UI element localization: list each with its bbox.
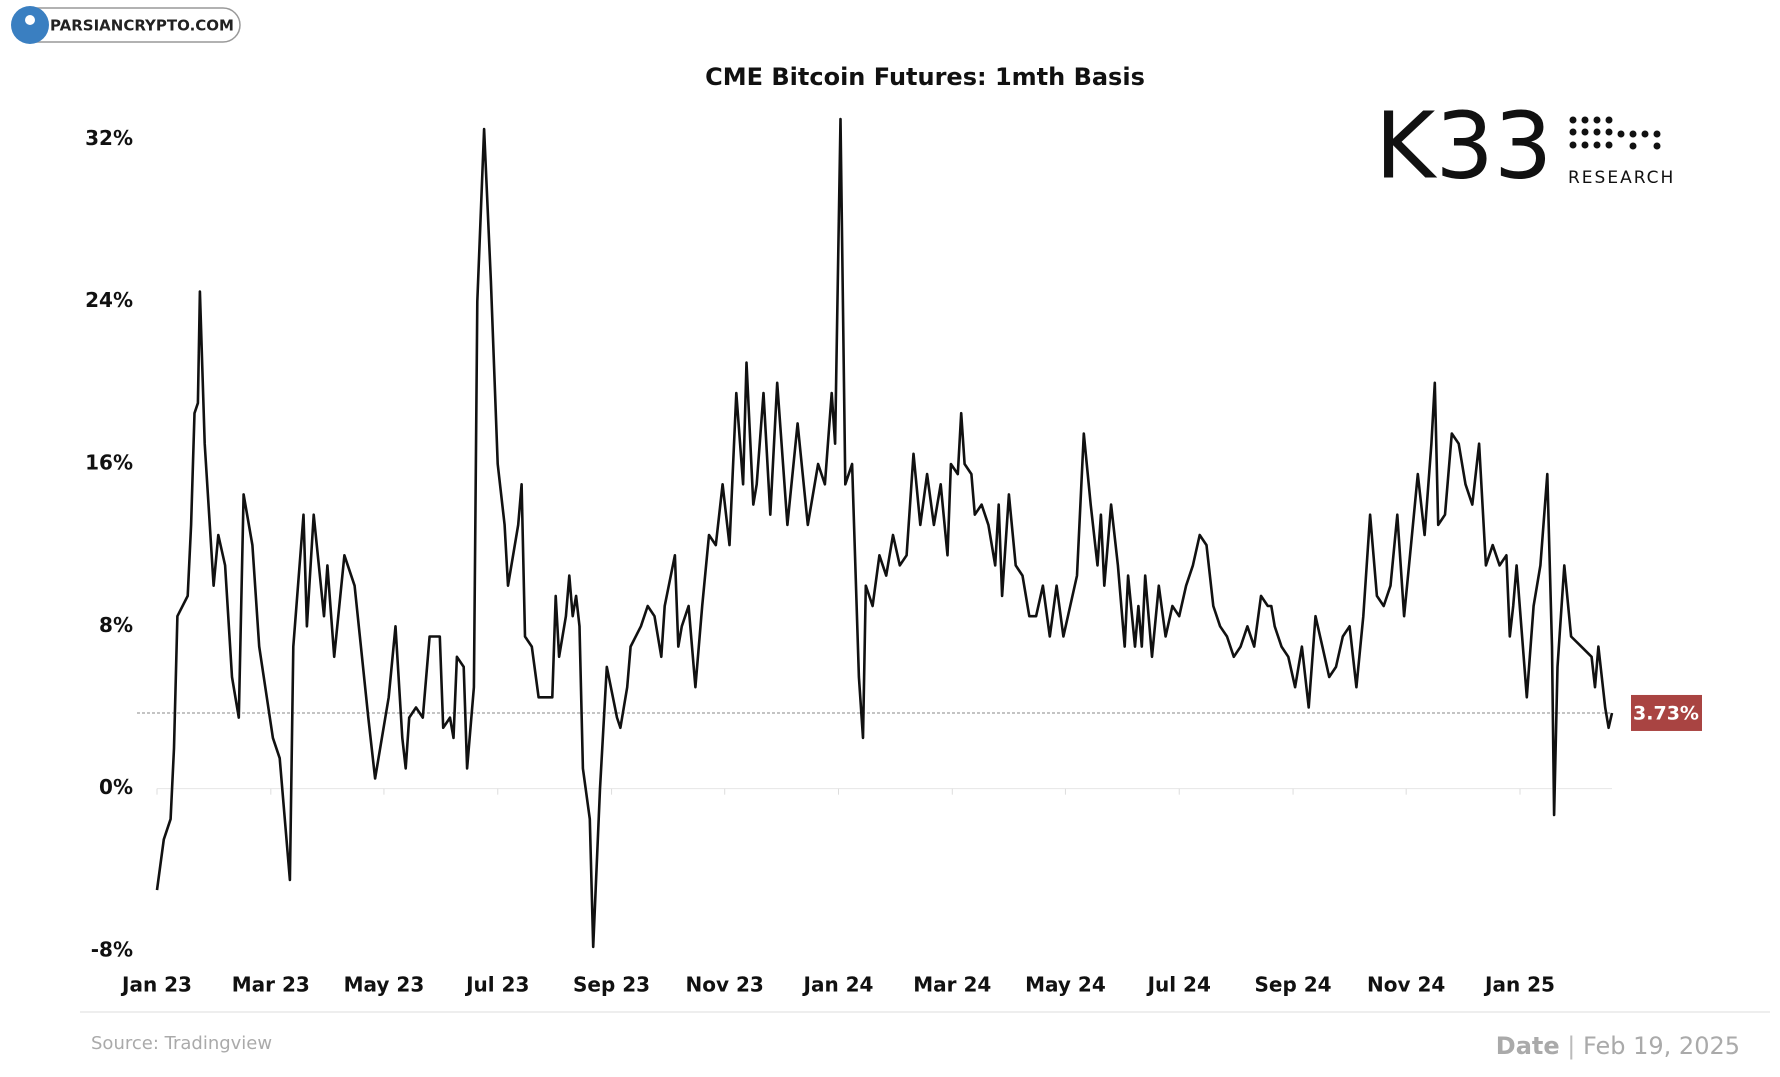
x-tick-label: Mar 24 — [913, 973, 991, 997]
watermark-text: PARSIANCRYPTO.COM — [50, 17, 234, 35]
x-tick-label: Jan 25 — [1483, 973, 1555, 997]
plot-area: -8% 0% 8% 16% 24% 32% Jan 23 Mar 23 May 23 Jul 23… — [85, 117, 1702, 997]
x-tick-label: Jul 23 — [464, 973, 529, 997]
x-tick-label: Jan 23 — [120, 973, 192, 997]
y-tick-label: 16% — [85, 450, 133, 474]
x-tick-label: Nov 23 — [686, 973, 764, 997]
y-tick-label: 8% — [99, 613, 133, 637]
date-separator: | — [1560, 1032, 1583, 1060]
date-label: Date — [1496, 1032, 1560, 1060]
x-tick-label: Jan 24 — [802, 973, 874, 997]
x-tick-label: Jul 24 — [1146, 973, 1211, 997]
source-note: Source: Tradingview — [91, 1033, 272, 1054]
watermark-badge: PARSIANCRYPTO.COM — [11, 6, 241, 44]
brand-subtext: RESEARCH — [1568, 168, 1675, 188]
x-tick-label: Mar 23 — [232, 973, 310, 997]
reference-label-box — [1631, 694, 1702, 731]
x-tick-label: Nov 24 — [1367, 973, 1445, 997]
date-note: Date | Feb 19, 2025 — [1496, 1032, 1740, 1060]
x-tick-label: May 23 — [344, 973, 425, 997]
x-tick-label: Sep 24 — [1255, 973, 1332, 997]
brand-logo: K33 RESEARCH — [1375, 92, 1675, 199]
badge-icon-dot — [25, 15, 35, 25]
chart-title: CME Bitcoin Futures: 1mth Basis — [705, 63, 1145, 91]
y-tick-label: 0% — [99, 775, 133, 799]
brand-dots — [1569, 116, 1661, 150]
x-tick-label: Sep 23 — [573, 973, 650, 997]
data-line — [155, 117, 1614, 949]
y-tick-label: 32% — [85, 126, 133, 150]
reference-label: 3.73% — [1633, 702, 1699, 724]
date-value: Feb 19, 2025 — [1583, 1032, 1740, 1060]
y-tick-label: 24% — [85, 288, 133, 312]
x-tick-label: May 24 — [1025, 973, 1106, 997]
brand-text: K33 — [1375, 92, 1552, 199]
y-tick-label: -8% — [91, 938, 133, 962]
